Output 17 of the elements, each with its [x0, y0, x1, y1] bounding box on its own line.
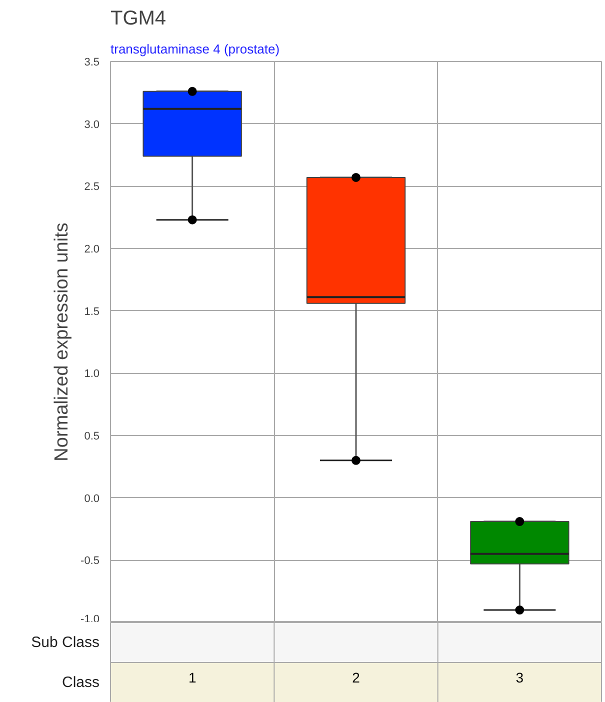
- y-tick-label: 1.5: [84, 306, 100, 318]
- y-tick-label: 3.0: [84, 118, 100, 131]
- y-tick-label: 0.5: [84, 430, 100, 442]
- chart-subtitle: transglutaminase 4 (prostate): [110, 42, 280, 56]
- y-tick-label: 1.0: [84, 368, 100, 380]
- text: Sub Class: [31, 634, 100, 651]
- y-tick-label: -0.5: [80, 555, 100, 568]
- y-tick-label: 2.0: [84, 244, 100, 256]
- x-tick-label: 2: [352, 670, 360, 686]
- y-axis-title: Normalized expression units: [52, 222, 73, 462]
- x-tick-label: 1: [188, 670, 196, 686]
- y-tick-label: 2.5: [84, 181, 100, 194]
- x-tick-label: 3: [516, 670, 524, 686]
- y-tick-label: 3.5: [84, 56, 100, 68]
- y-tick-label: 0.0: [84, 492, 100, 505]
- x-axis-title: Class: [62, 674, 100, 691]
- chart-title: TGM4: [110, 8, 166, 30]
